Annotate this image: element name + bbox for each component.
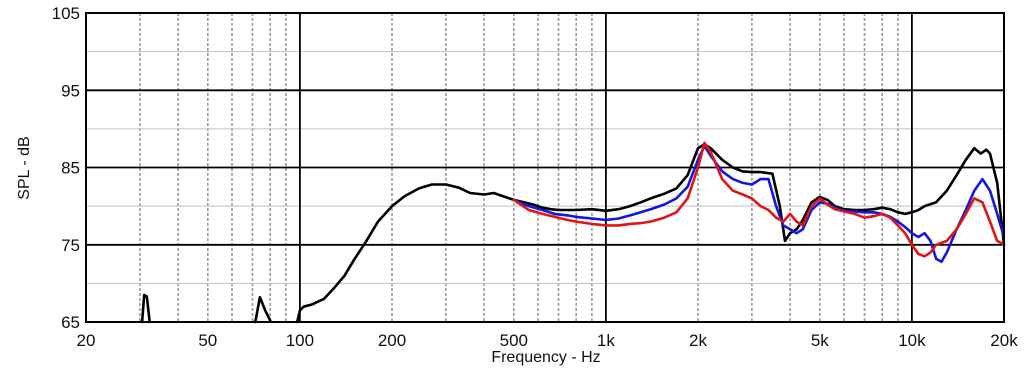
x-tick-label: 20 bbox=[77, 331, 96, 350]
x-tick-label: 100 bbox=[286, 331, 314, 350]
x-axis-label: Frequency - Hz bbox=[491, 349, 600, 366]
plot-frame bbox=[85, 12, 1005, 323]
y-axis-label: SPL - dB bbox=[16, 136, 33, 199]
x-tick-label: 2k bbox=[689, 331, 707, 350]
minor-gridlines bbox=[86, 13, 1004, 322]
y-tick-label: 75 bbox=[61, 236, 80, 255]
series-line-1 bbox=[295, 143, 1006, 324]
series-layer bbox=[140, 141, 1006, 324]
y-tick-labels: 65 75 85 95 105 bbox=[52, 4, 80, 332]
series-line-2 bbox=[512, 144, 1006, 263]
y-tick-label: 85 bbox=[61, 159, 80, 178]
x-tick-label: 1k bbox=[597, 331, 615, 350]
series-line-3 bbox=[512, 141, 1006, 258]
series-line-1 bbox=[140, 293, 151, 324]
x-tick-label: 50 bbox=[198, 331, 217, 350]
x-tick-label: 500 bbox=[500, 331, 528, 350]
major-gridlines bbox=[86, 13, 1004, 322]
x-tick-label: 10k bbox=[898, 331, 926, 350]
x-tick-label: 200 bbox=[378, 331, 406, 350]
x-tick-label: 20k bbox=[990, 331, 1018, 350]
x-tick-labels: 20 50 100 200 500 1k 2k 5k 10k 20k bbox=[77, 331, 1019, 350]
y-tick-label: 105 bbox=[52, 4, 80, 23]
y-tick-label: 65 bbox=[61, 313, 80, 332]
x-tick-label: 5k bbox=[811, 331, 829, 350]
series-line-1 bbox=[254, 296, 272, 324]
y-tick-label: 95 bbox=[61, 81, 80, 100]
